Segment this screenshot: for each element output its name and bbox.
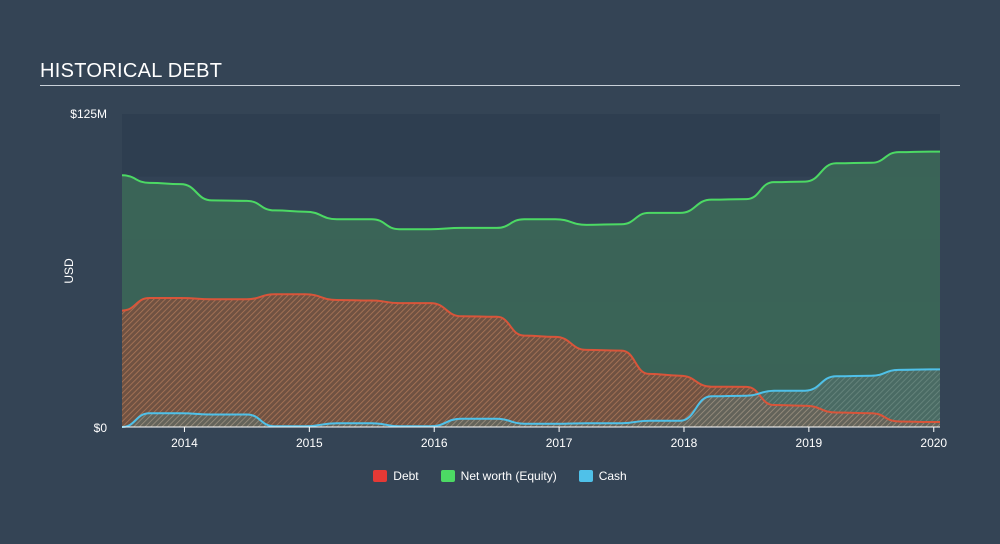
legend-swatch xyxy=(440,470,455,482)
legend: Debt Net worth (Equity) Cash xyxy=(0,469,1000,483)
cash-line xyxy=(121,368,940,428)
equity-line xyxy=(121,150,940,231)
cash-area xyxy=(122,369,940,427)
legend-item: Cash xyxy=(578,469,627,483)
y-axis-label: USD xyxy=(62,258,76,284)
legend-item: Debt xyxy=(373,469,419,483)
y-tick-label: $0 xyxy=(94,421,108,435)
legend-label: Net worth (Equity) xyxy=(460,469,557,483)
x-tick-label: 2016 xyxy=(421,436,448,450)
grid-band xyxy=(122,114,940,177)
legend-swatch xyxy=(373,470,388,482)
x-tick-label: 2020 xyxy=(920,436,947,450)
chart-title: HISTORICAL DEBT xyxy=(40,60,223,82)
x-tick-label: 2019 xyxy=(796,436,823,450)
title-divider xyxy=(40,85,960,86)
legend-item: Net worth (Equity) xyxy=(440,469,557,483)
legend-label: Debt xyxy=(393,469,419,483)
axes: 2014 2015 2016 2017 2018 2019 2020 $0 $125M xyxy=(70,107,947,450)
x-tick-label: 2018 xyxy=(671,436,698,450)
series-areas xyxy=(122,151,940,427)
legend-label: Cash xyxy=(598,469,627,483)
legend-swatch xyxy=(578,470,593,482)
debt-area xyxy=(122,294,940,427)
x-tick-label: 2017 xyxy=(546,436,573,450)
x-tick-label: 2015 xyxy=(296,436,323,450)
x-tick-label: 2014 xyxy=(171,436,198,450)
y-tick-label: $125M xyxy=(70,107,107,121)
series-lines xyxy=(121,150,940,428)
debt-line xyxy=(121,293,940,424)
